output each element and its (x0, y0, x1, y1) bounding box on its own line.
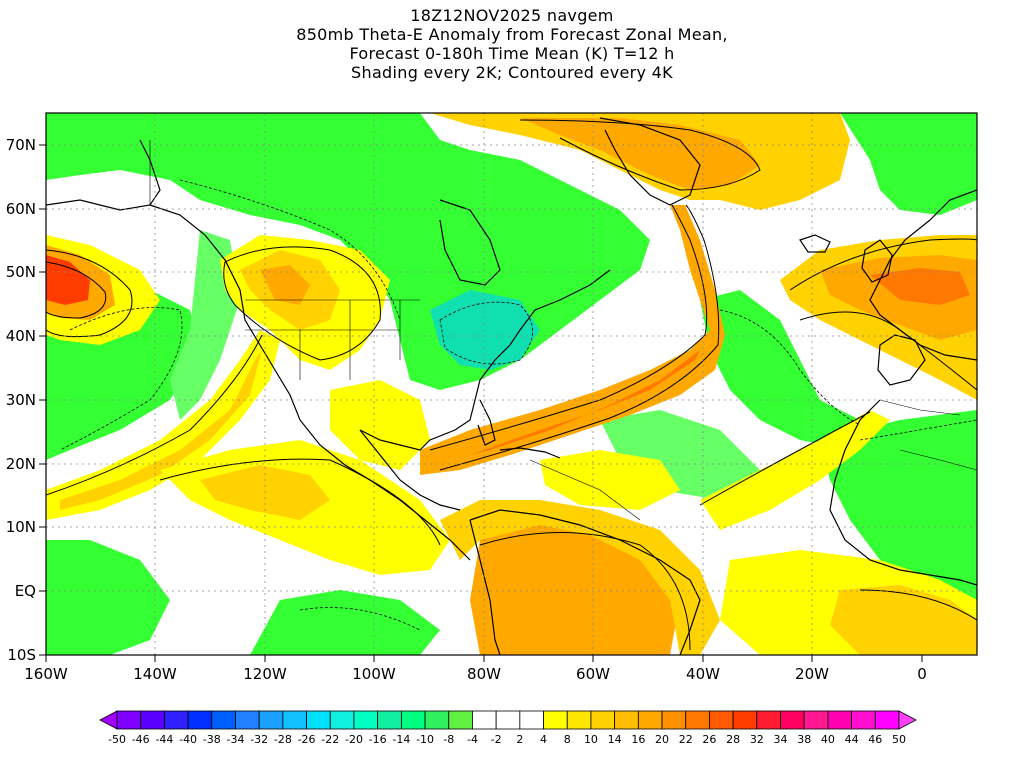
lon-label-80w: 80W (467, 665, 501, 683)
lon-label-140w: 140W (133, 665, 177, 683)
colorbar-label: -28 (274, 733, 292, 746)
lat-label-50n: 50N (6, 263, 36, 281)
colorbar-swatch (401, 711, 425, 729)
colorbar-swatch (757, 711, 781, 729)
colorbar-label: -46 (132, 733, 150, 746)
lon-label-100w: 100W (352, 665, 396, 683)
colorbar-arrow-right (899, 711, 916, 729)
colorbar-label: -22 (321, 733, 339, 746)
colorbar-label: 28 (726, 733, 740, 746)
colorbar-swatch (188, 711, 212, 729)
lon-label-160w: 160W (24, 665, 68, 683)
lat-label-60n: 60N (6, 200, 36, 218)
colorbar-label: 26 (702, 733, 716, 746)
colorbar-label: 14 (608, 733, 622, 746)
colorbar-label: 20 (655, 733, 669, 746)
colorbar-label: -20 (345, 733, 363, 746)
colorbar-label: 10 (584, 733, 598, 746)
colorbar-label: -40 (179, 733, 197, 746)
colorbar-label: -38 (203, 733, 221, 746)
colorbar-swatch (117, 711, 141, 729)
colorbar-swatch (662, 711, 686, 729)
colorbar-label: 44 (845, 733, 859, 746)
lat-label-30n: 30N (6, 391, 36, 409)
colorbar-label: 40 (821, 733, 835, 746)
colorbar-label: -50 (108, 733, 126, 746)
colorbar-label: -2 (491, 733, 502, 746)
lon-label-0: 0 (917, 665, 927, 683)
colorbar-label: 2 (516, 733, 523, 746)
colorbar-label: -16 (369, 733, 387, 746)
colorbar-swatch (781, 711, 805, 729)
colorbar-swatch (307, 711, 331, 729)
lat-label-eq: EQ (15, 582, 36, 600)
colorbar-swatch (425, 711, 449, 729)
colorbar-label: 8 (564, 733, 571, 746)
colorbar-swatch (567, 711, 591, 729)
colorbar-label: 16 (631, 733, 645, 746)
lon-label-40w: 40W (686, 665, 720, 683)
colorbar-swatch (354, 711, 378, 729)
lon-axis-labels: 160W 140W 120W 100W 80W 60W 40W 20W 0 (24, 665, 927, 683)
colorbar-label: 46 (868, 733, 882, 746)
colorbar-swatch (378, 711, 402, 729)
colorbar-label: 34 (774, 733, 788, 746)
colorbar-swatch (212, 711, 236, 729)
colorbar-label: -10 (416, 733, 434, 746)
colorbar-label: -14 (392, 733, 410, 746)
colorbar-swatch (709, 711, 733, 729)
colorbar-swatch (259, 711, 283, 729)
colorbar-label: 22 (679, 733, 693, 746)
colorbar-swatch (141, 711, 165, 729)
colorbar-swatch (330, 711, 354, 729)
lat-label-40n: 40N (6, 327, 36, 345)
colorbar-label: -26 (298, 733, 316, 746)
colorbar-swatch (235, 711, 259, 729)
colorbar: -50 -46 -44 -40 -38 -34 -32 -28 -26 -22 -20 -16 -14-… (100, 711, 916, 746)
colorbar-swatch (591, 711, 615, 729)
colorbar-label: 32 (750, 733, 764, 746)
lat-axis-labels: 10S EQ 10N 20N 30N 40N 50N 60N 70N (6, 136, 36, 664)
lat-label-10n: 10N (6, 518, 36, 536)
lat-label-20n: 20N (6, 455, 36, 473)
colorbar-swatch (164, 711, 188, 729)
colorbar-swatch (733, 711, 757, 729)
colorbar-label: -44 (155, 733, 173, 746)
lat-label-10s: 10S (7, 646, 36, 664)
colorbar-swatch (496, 711, 520, 729)
colorbar-swatch (875, 711, 899, 729)
lon-label-60w: 60W (576, 665, 610, 683)
colorbar-swatch (638, 711, 662, 729)
anomaly-field (46, 113, 977, 655)
colorbar-label: -8 (443, 733, 454, 746)
colorbar-swatch (828, 711, 852, 729)
colorbar-swatch (283, 711, 307, 729)
colorbar-label: -4 (467, 733, 478, 746)
colorbar-swatch (449, 711, 473, 729)
colorbar-swatch (804, 711, 828, 729)
lon-label-120w: 120W (243, 665, 287, 683)
colorbar-swatch (544, 711, 568, 729)
colorbar-swatch (686, 711, 710, 729)
colorbar-swatch (520, 711, 544, 729)
colorbar-swatch (472, 711, 496, 729)
lat-label-70n: 70N (6, 136, 36, 154)
colorbar-label: -32 (250, 733, 268, 746)
lon-label-20w: 20W (795, 665, 829, 683)
colorbar-swatch (852, 711, 876, 729)
colorbar-label: 50 (892, 733, 906, 746)
colorbar-label: -34 (227, 733, 245, 746)
colorbar-label: 38 (797, 733, 811, 746)
colorbar-arrow-left (100, 711, 117, 729)
colorbar-label: 4 (540, 733, 547, 746)
colorbar-swatch (615, 711, 639, 729)
